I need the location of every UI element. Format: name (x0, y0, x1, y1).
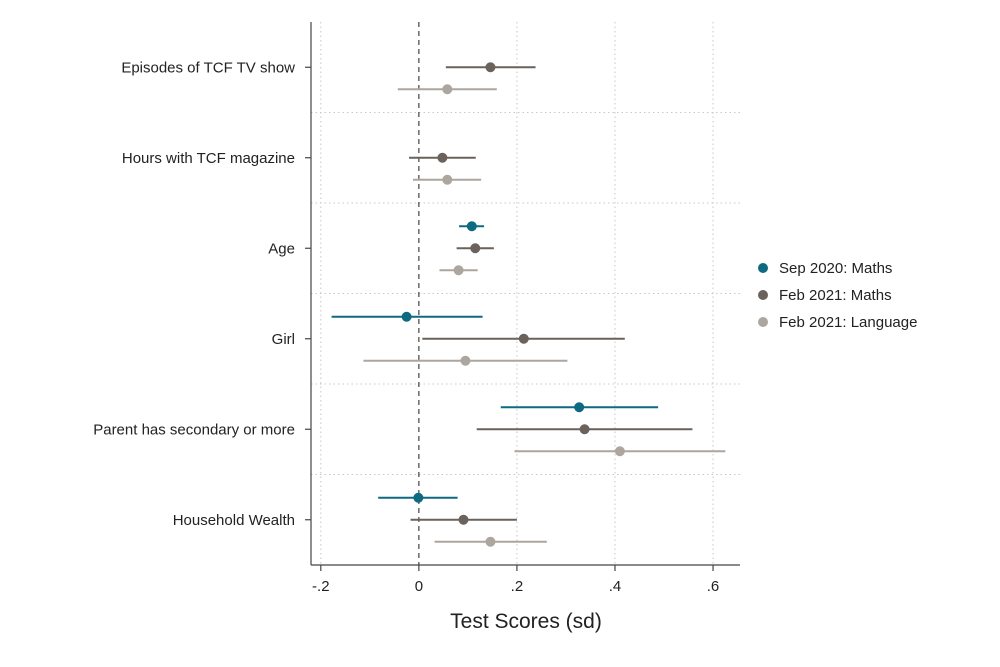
y-category-label: Household Wealth (173, 512, 295, 529)
point-estimate (442, 174, 453, 185)
point-estimate (413, 492, 424, 503)
labels-layer: -.2 0 .2 .4 .6 Episodes of TCF TV show Hours w… (93, 59, 719, 595)
x-tick-label: .2 (511, 578, 524, 595)
legend-marker (758, 317, 768, 327)
legend-label: Sep 2020: Maths (779, 260, 892, 277)
legend: Sep 2020: Maths Feb 2021: Maths Feb 2021: … (758, 260, 917, 331)
y-category-label: Girl (272, 331, 295, 348)
x-tick-label: .4 (609, 578, 622, 595)
x-tick-label: 0 (415, 578, 423, 595)
point-estimate (453, 265, 464, 276)
x-axis-title: Test Scores (sd) (450, 610, 602, 633)
grid-layer (311, 22, 740, 565)
legend-marker (758, 290, 768, 300)
point-estimate (458, 514, 469, 525)
marks-layer (331, 62, 726, 547)
legend-label: Feb 2021: Maths (779, 287, 892, 304)
point-estimate (574, 402, 585, 413)
x-tick-label: -.2 (312, 578, 330, 595)
x-tick-label: .6 (707, 578, 720, 595)
axes-layer (305, 22, 740, 571)
point-estimate (485, 536, 496, 547)
y-category-label: Episodes of TCF TV show (121, 59, 295, 76)
point-estimate (460, 355, 471, 366)
point-estimate (485, 62, 496, 73)
legend-label: Feb 2021: Language (779, 314, 917, 331)
y-category-label: Parent has secondary or more (93, 421, 295, 438)
point-estimate (401, 311, 412, 322)
point-estimate (518, 333, 529, 344)
y-category-label: Hours with TCF magazine (122, 150, 295, 167)
point-estimate (614, 446, 625, 457)
point-estimate (442, 84, 453, 95)
point-estimate (466, 221, 477, 232)
point-estimate (437, 152, 448, 163)
legend-marker (758, 263, 768, 273)
point-estimate (579, 424, 590, 435)
y-category-label: Age (268, 240, 295, 257)
point-estimate (470, 243, 481, 254)
